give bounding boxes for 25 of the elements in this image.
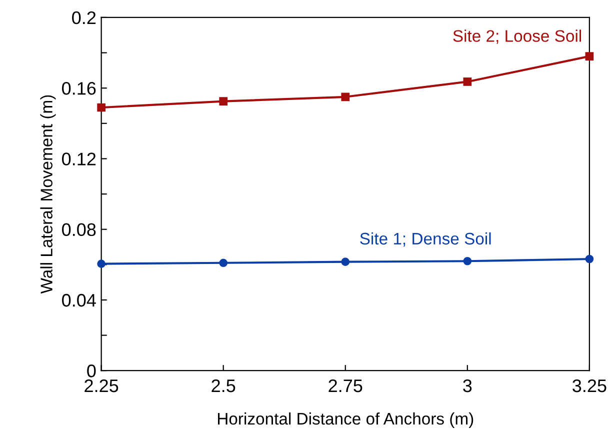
point (585, 52, 594, 60)
point (219, 258, 228, 268)
x-tick-label: 3.25 (572, 379, 606, 392)
y-tick-label: 0 (87, 364, 96, 378)
x-tick-label: 2.25 (84, 379, 118, 392)
point (463, 256, 472, 266)
x-tick-label: 2.75 (328, 379, 362, 392)
point (97, 260, 106, 268)
y-tick-label: 0.08 (62, 223, 96, 236)
point (341, 258, 350, 266)
y-axis-title: Wall Lateral Movement (m) (40, 95, 56, 294)
x-axis-title: Horizontal Distance of Anchors (m) (218, 412, 474, 428)
series-label: Site 2; Loose Soil (453, 30, 582, 44)
y-tick-label: 0.04 (62, 294, 96, 307)
point (463, 78, 472, 86)
y-tick-label: 0.12 (62, 152, 96, 166)
series-label: Site 1; Dense Soil (360, 232, 491, 247)
point (341, 92, 350, 102)
y-tick-label: 0.2 (72, 11, 96, 24)
y-tick-label: 0.16 (62, 82, 96, 95)
point (219, 97, 228, 106)
point (97, 103, 106, 112)
x-tick-label: 3 (463, 379, 472, 392)
x-tick-label: 2.5 (212, 379, 236, 392)
point (585, 254, 594, 264)
